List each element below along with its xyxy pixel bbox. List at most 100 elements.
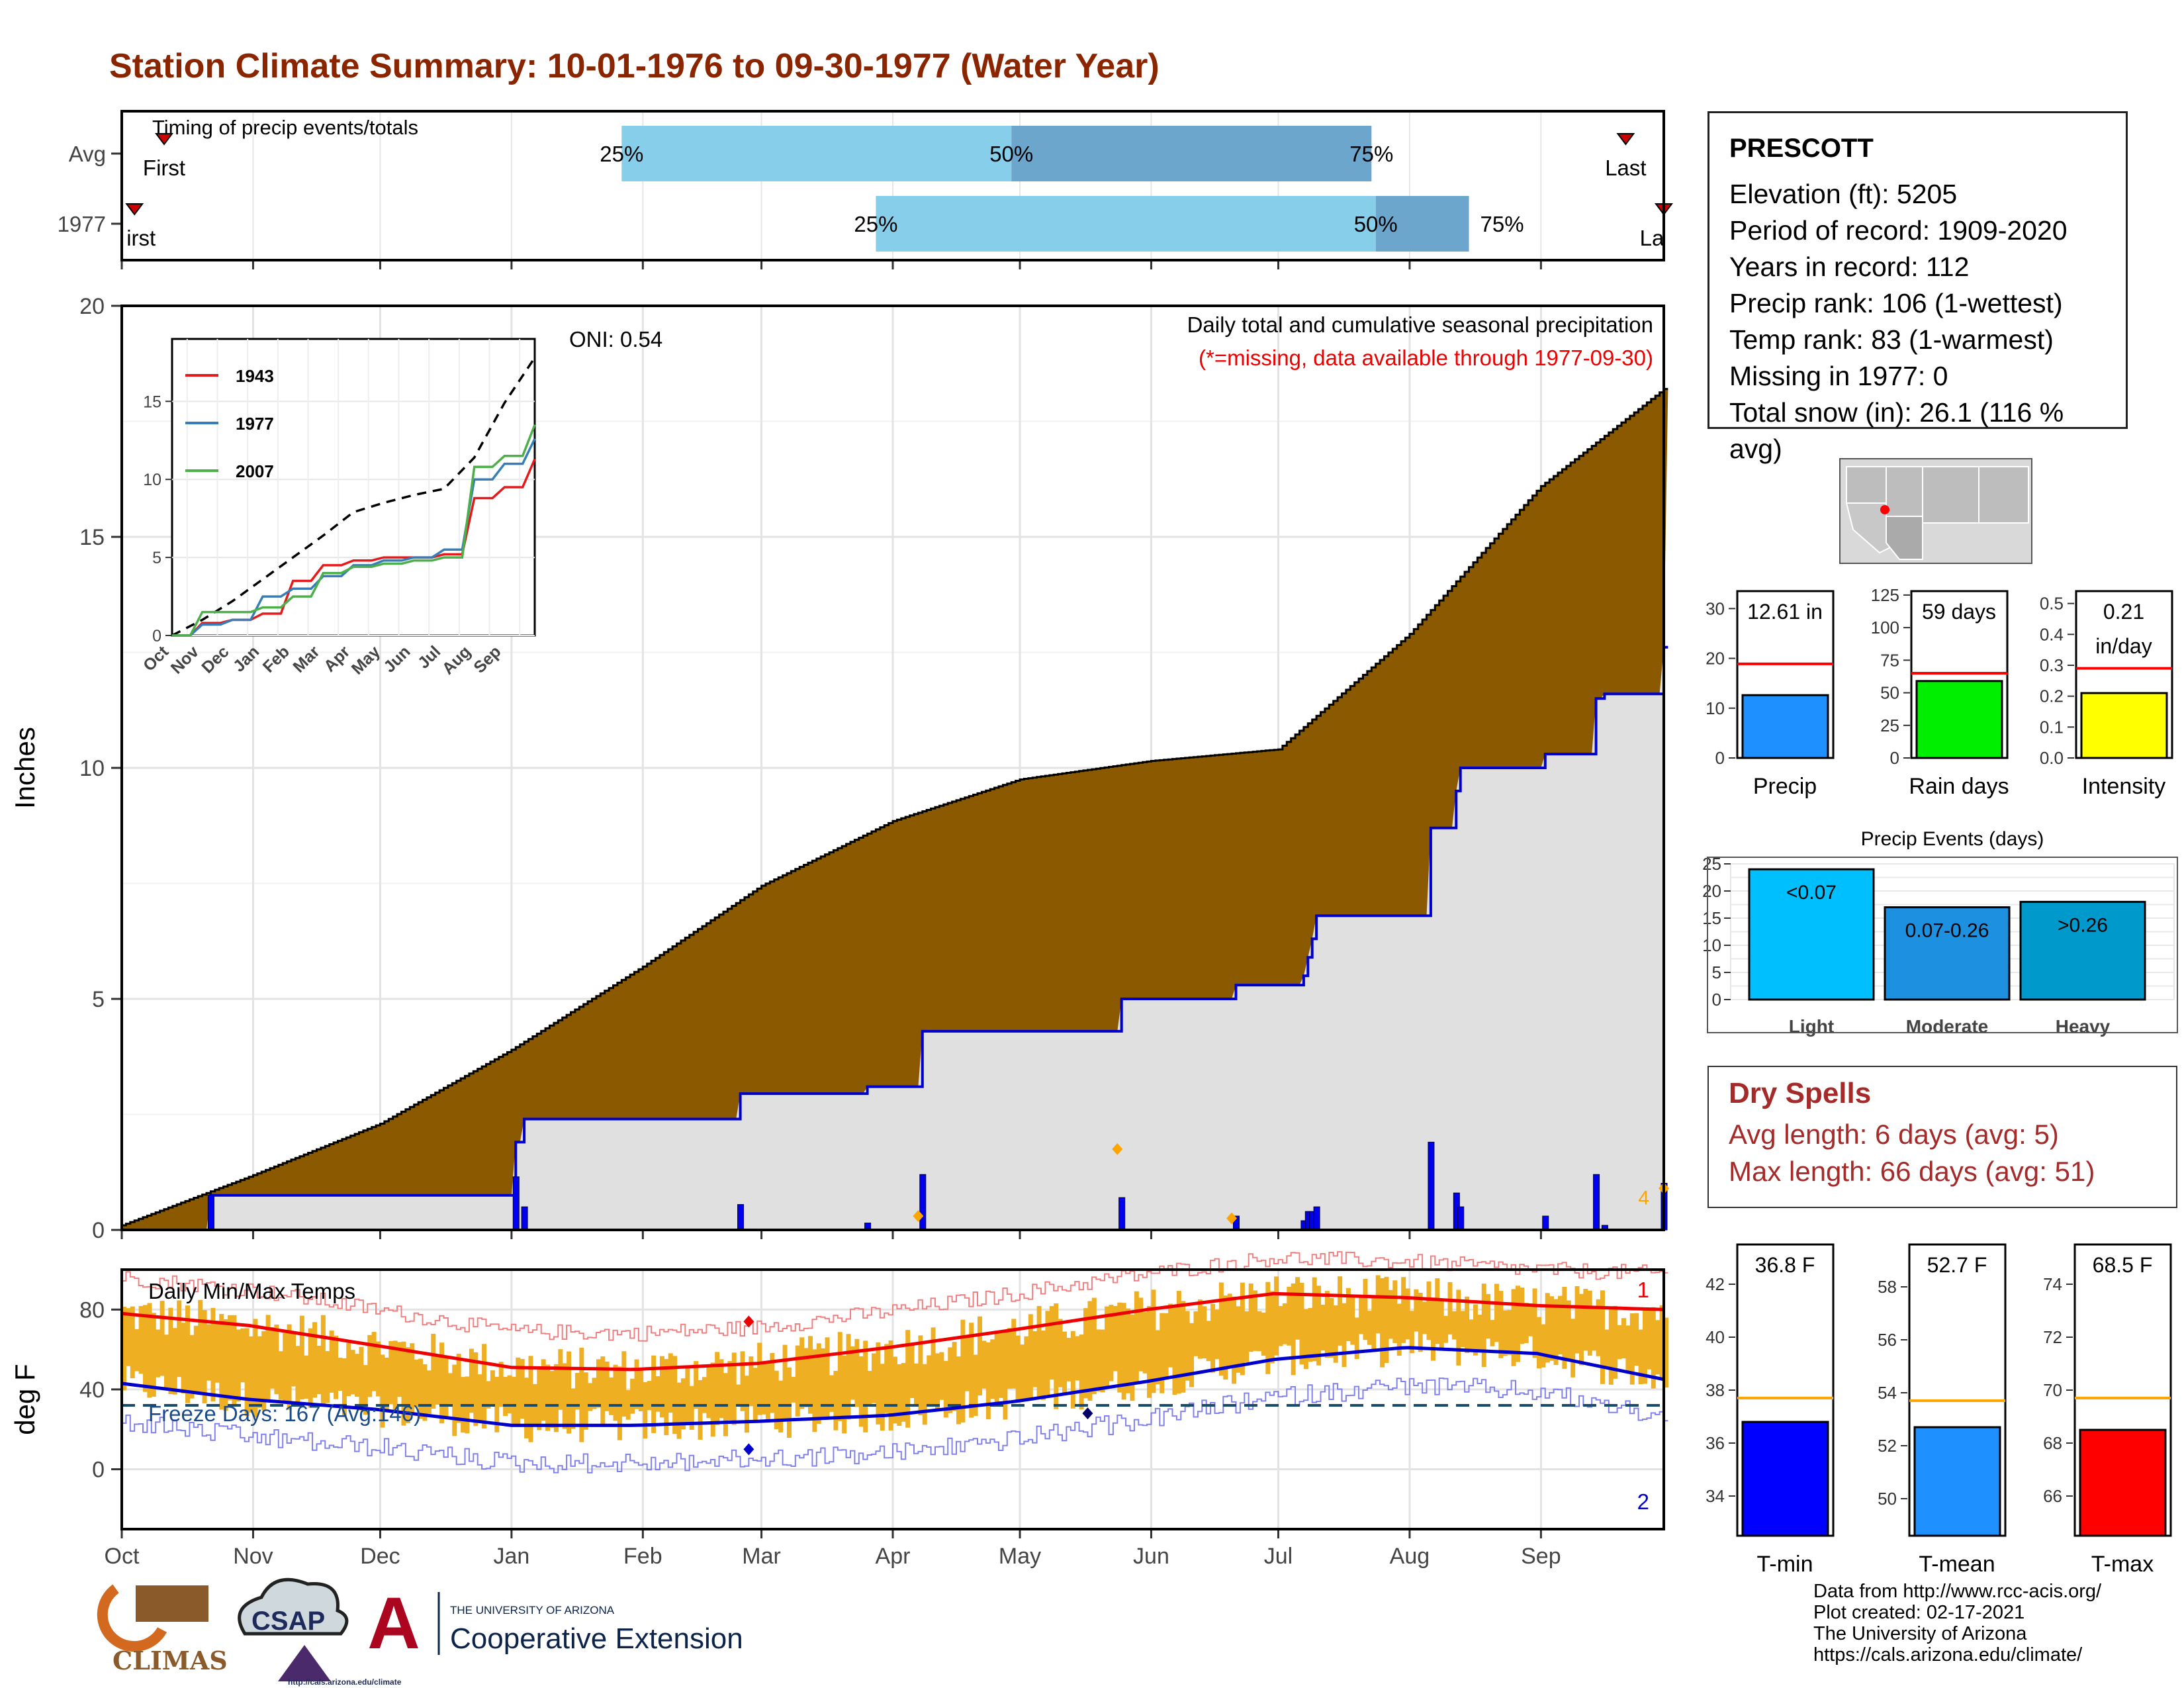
daily-temp-bar [232,1315,237,1407]
inset-avg-line [171,357,536,637]
daily-temp-bar [1138,1297,1144,1372]
daily-temp-bar [1596,1299,1601,1356]
daily-temp-bar [1629,1313,1635,1385]
timing-pct-label: 50% [1354,212,1398,236]
daily-temp-bar [355,1354,360,1397]
daily-temp-bar [159,1301,165,1376]
climas-logo-shape [136,1585,208,1622]
daily-temp-bar [596,1359,601,1408]
temp-tmean-tick-label: 52 [1878,1436,1897,1456]
daily-temp-bar [888,1340,893,1430]
daily-temp-bar [1058,1319,1063,1387]
daily-temp-bar [1091,1297,1097,1395]
climas-logo-text: CLIMAS [113,1646,228,1675]
daily-temp-bar [846,1334,851,1420]
x-tick-label: Dec [360,1544,400,1569]
daily-temp-bar [994,1333,999,1406]
record-low-line [122,1378,1668,1474]
daily-temp-bar [1338,1276,1343,1346]
daily-temp-bar [1155,1330,1160,1385]
dry-spells-title: Dry Spells [1729,1077,1872,1109]
timing-pct-label: 50% [989,142,1033,166]
daily-temp-bar [541,1359,546,1421]
daily-temp-bar [1248,1283,1253,1352]
daily-temp-bar [659,1356,664,1418]
daily-temp-bar [312,1322,318,1398]
daily-temp-bar [244,1328,250,1417]
daily-temp-bar [1443,1315,1449,1343]
daily-temp-bar [1363,1279,1368,1340]
daily-temp-bar [799,1337,805,1409]
daily-temp-bar [511,1376,516,1425]
daily-temp-bar [927,1355,932,1405]
daily-temp-bar [1422,1301,1428,1335]
daily-temp-bar [1333,1305,1338,1363]
daily-temp-bar [664,1359,669,1436]
daily-temp-bar [1282,1303,1287,1344]
daily-precip-bar [1593,1174,1600,1231]
daily-temp-bar [1214,1309,1220,1360]
daily-temp-bar [418,1358,424,1419]
daily-temp-bar [1359,1296,1364,1335]
intensity-bar [2080,692,2168,759]
daily-temp-bar [164,1335,169,1390]
inset-y-tick-label: 15 [143,393,161,411]
temp-tmin-tick-label: 40 [1706,1327,1725,1347]
daily-temp-bar [257,1336,262,1408]
inset-y-tick-label: 5 [152,549,161,567]
normal-high-line [121,1291,1664,1372]
rain-days-bar [1915,680,2003,759]
daily-temp-bar [1549,1296,1555,1361]
csap-url-text: http://cals.arizona.edu/climate [288,1677,402,1687]
rain-days-label: Rain days [1909,774,2009,799]
daily-precip-bar [919,1174,927,1231]
daily-temp-bar [490,1370,495,1406]
x-tick-label: Mar [742,1544,781,1569]
daily-temp-bar [397,1342,402,1397]
daily-temp-bar [821,1348,826,1419]
daily-temp-bar [1087,1301,1093,1401]
daily-temp-bar [749,1356,754,1407]
daily-temp-bar [181,1323,186,1394]
daily-temp-bar [261,1331,267,1411]
daily-temp-bar [1007,1328,1012,1389]
daily-temp-bar [752,1368,758,1423]
precip-total-tick-label: 30 [1706,598,1725,618]
daily-temp-bar [320,1315,326,1405]
map-arizona [1886,516,1923,560]
events-bar-light [1748,868,1875,1001]
y-tick-label: 0 [92,1458,105,1483]
daily-temp-bar [426,1370,432,1414]
daily-temp-bar [477,1374,482,1423]
daily-temp-bar [1232,1296,1237,1384]
daily-temp-bar [621,1351,627,1417]
temp-tmax-label: T-max [2091,1552,2154,1577]
x-tick-label: Sep [1521,1544,1561,1569]
intensity-tick-label: 0.3 [2040,655,2064,675]
daily-temp-bar [528,1356,533,1442]
daily-temp-bar [731,1352,737,1425]
daily-temp-bar [685,1368,690,1424]
daily-temp-bar [1350,1295,1355,1345]
daily-temp-bar [1036,1305,1042,1399]
daily-temp-bar [791,1376,796,1403]
daily-temp-bar [1604,1329,1610,1368]
timing-first-label: irst [126,226,156,250]
daily-temp-bar [1257,1311,1262,1352]
daily-temp-bar [816,1343,821,1424]
daily-temp-bar [316,1345,322,1395]
timing-row-label: Avg [69,142,106,166]
daily-temp-bar [1193,1311,1199,1356]
daily-temp-bar [537,1369,542,1430]
daily-temp-bar [1473,1304,1478,1356]
x-tick-label: Apr [876,1544,911,1569]
temp-tmin-tick-label: 36 [1706,1433,1725,1453]
daily-temp-bar [880,1364,885,1431]
daily-temp-bar [1494,1284,1499,1342]
daily-temp-bar [689,1385,694,1430]
daily-temp-bar [676,1382,682,1439]
daily-temp-bar [172,1328,177,1395]
daily-temp-bar [240,1328,246,1383]
temp-tmean-tick-label: 58 [1878,1277,1897,1297]
daily-temp-bar [185,1305,191,1403]
